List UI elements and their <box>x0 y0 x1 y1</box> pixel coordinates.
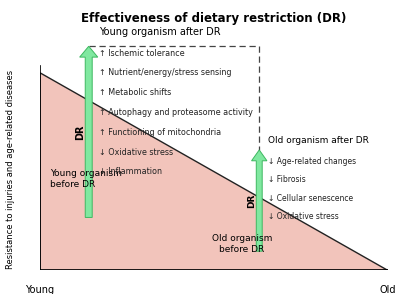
Text: Old: Old <box>380 285 396 294</box>
Text: ↑ Metabolic shifts: ↑ Metabolic shifts <box>99 88 172 97</box>
Text: Resistance to injuries and age-related diseases: Resistance to injuries and age-related d… <box>6 70 15 269</box>
Text: Young: Young <box>26 285 54 294</box>
Text: ↓ Fibrosis: ↓ Fibrosis <box>268 176 306 185</box>
Text: ↓ Age-related changes: ↓ Age-related changes <box>268 157 356 166</box>
Text: ↓ Oxidative stress: ↓ Oxidative stress <box>268 212 339 221</box>
Text: Young organism
before DR: Young organism before DR <box>50 169 122 188</box>
Text: ↑ Autophagy and proteasome activity: ↑ Autophagy and proteasome activity <box>99 108 253 117</box>
Text: ↑ Ischemic tolerance: ↑ Ischemic tolerance <box>99 49 185 58</box>
Text: Young organism after DR: Young organism after DR <box>99 27 221 37</box>
Text: ↓ Oxidative stress: ↓ Oxidative stress <box>99 148 173 156</box>
Text: DR: DR <box>247 193 256 208</box>
Text: Old organism
before DR: Old organism before DR <box>212 234 272 254</box>
Text: ↑ Functioning of mitochondria: ↑ Functioning of mitochondria <box>99 128 221 137</box>
FancyArrow shape <box>80 46 98 218</box>
Text: ↓ Cellular senescence: ↓ Cellular senescence <box>268 194 353 203</box>
Polygon shape <box>40 73 388 270</box>
FancyArrow shape <box>252 150 267 251</box>
Text: ↑ Nutrient/energy/stress sensing: ↑ Nutrient/energy/stress sensing <box>99 69 232 77</box>
Text: Old organism after DR: Old organism after DR <box>268 136 369 145</box>
Title: Effectiveness of dietary restriction (DR): Effectiveness of dietary restriction (DR… <box>81 12 347 26</box>
Text: DR: DR <box>75 124 85 140</box>
Text: ↓ Inflammation: ↓ Inflammation <box>99 167 162 176</box>
